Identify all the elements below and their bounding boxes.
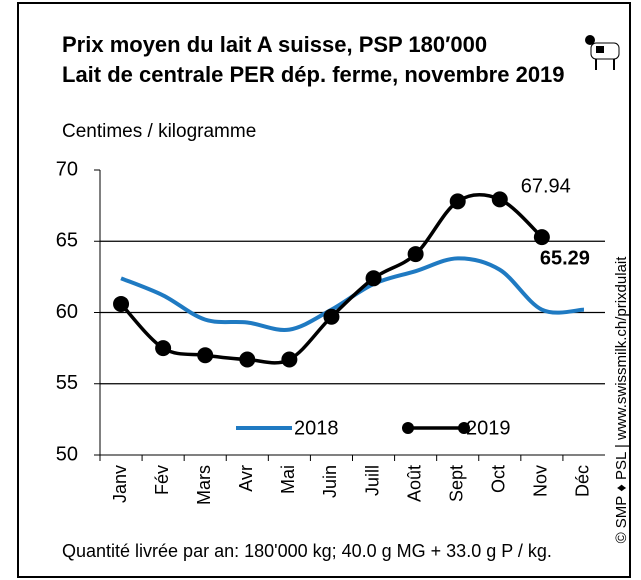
x-tick-label: Août <box>404 465 424 502</box>
legend-marker <box>402 422 414 434</box>
data-label: 65.29 <box>540 247 590 269</box>
x-tick-label: Déc <box>573 465 593 497</box>
source: © SMP ♦ PSL | www.swissmilk.ch/prixdulai… <box>613 256 630 544</box>
point <box>323 309 339 325</box>
footnote: Quantité livrée par an: 180'000 kg; 40.0… <box>62 541 552 561</box>
chart-title: Prix moyen du lait A suisse, PSP 180′000 <box>62 32 487 57</box>
y-axis-label: Centimes / kilogramme <box>62 121 256 142</box>
point <box>281 352 297 368</box>
x-tick-label: Nov <box>531 465 551 497</box>
point <box>239 352 255 368</box>
point <box>408 246 424 262</box>
x-tick-label: Janv <box>110 465 130 503</box>
y-tick-label: 50 <box>56 443 78 465</box>
x-tick-label: Avr <box>236 465 256 492</box>
legend-label: 2018 <box>294 417 339 439</box>
chart: Prix moyen du lait A suisse, PSP 180′000… <box>0 0 641 580</box>
point <box>197 347 213 363</box>
y-tick-label: 70 <box>56 158 78 180</box>
y-tick-label: 65 <box>56 230 78 252</box>
point <box>113 296 129 312</box>
y-tick-label: 55 <box>56 372 78 394</box>
y-tick-label: 60 <box>56 301 78 323</box>
x-tick-label: Mai <box>278 465 298 494</box>
x-tick-label: Sept <box>446 465 466 502</box>
point <box>366 270 382 286</box>
point <box>492 191 508 207</box>
x-tick-label: Fév <box>152 465 172 495</box>
chart-subtitle: Lait de centrale PER dép. ferme, novembr… <box>62 62 565 87</box>
point <box>534 229 550 245</box>
data-label: 67.94 <box>521 176 571 198</box>
point <box>155 340 171 356</box>
x-tick-label: Oct <box>489 465 509 493</box>
x-tick-label: Juin <box>320 465 340 498</box>
legend-label: 2019 <box>466 417 511 439</box>
point <box>450 193 466 209</box>
x-tick-label: Juill <box>362 465 382 496</box>
x-tick-label: Mars <box>194 465 214 505</box>
